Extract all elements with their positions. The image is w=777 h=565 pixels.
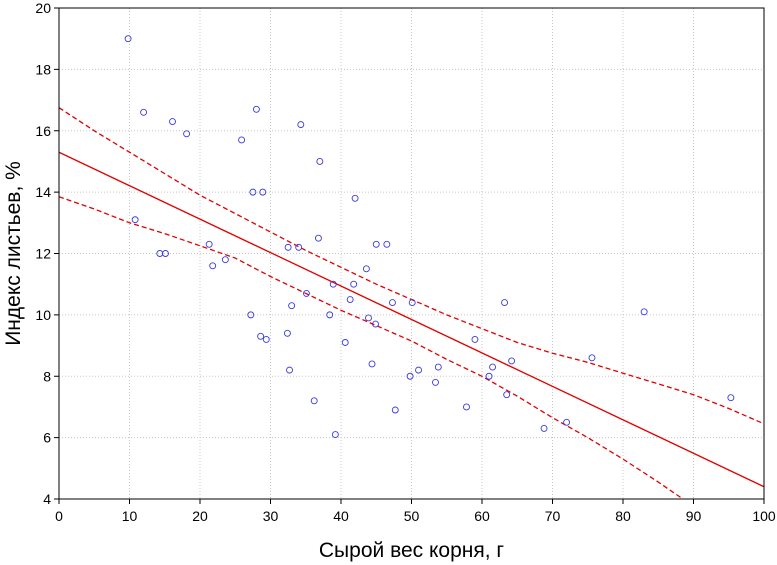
data-point <box>389 299 396 307</box>
x-tick-label: 30 <box>263 508 279 524</box>
x-tick-label: 10 <box>122 508 138 524</box>
data-point <box>331 431 339 439</box>
data-point <box>588 354 596 362</box>
data-point <box>640 308 648 316</box>
x-tick-label: 90 <box>686 508 702 524</box>
data-points <box>124 35 735 439</box>
data-point <box>471 335 479 343</box>
x-tick-label: 40 <box>333 508 349 524</box>
data-point <box>295 243 303 251</box>
data-point <box>503 391 511 399</box>
grid-lines <box>59 8 764 499</box>
data-point <box>727 394 735 402</box>
data-point <box>372 320 379 328</box>
regression-line <box>59 151 764 488</box>
data-point <box>563 418 571 426</box>
x-tick-label: 100 <box>752 508 776 524</box>
data-point <box>257 332 265 340</box>
data-point <box>252 105 260 113</box>
data-point <box>131 216 139 224</box>
data-point <box>463 403 470 411</box>
axis-ticks: 0 10 20 30 40 50 60 70 80 90 100 4 6 8 10 12 14 16 18 20 <box>35 0 775 524</box>
x-tick-label: 50 <box>404 508 420 524</box>
y-tick-label: 20 <box>35 0 51 16</box>
data-point <box>383 240 391 248</box>
data-point <box>489 363 497 371</box>
x-tick-label: 20 <box>192 508 208 524</box>
data-point <box>432 378 439 386</box>
data-point <box>286 366 293 374</box>
data-point <box>346 296 354 303</box>
data-point <box>350 280 358 288</box>
data-point <box>406 372 414 380</box>
y-tick-label: 12 <box>35 246 51 262</box>
data-point <box>288 302 296 310</box>
data-point <box>434 363 442 371</box>
data-point <box>183 130 191 138</box>
data-point <box>262 335 270 343</box>
data-point <box>314 234 322 242</box>
data-point <box>508 357 516 365</box>
data-point <box>485 372 493 380</box>
x-tick-label: 0 <box>55 508 63 524</box>
data-point <box>408 299 416 307</box>
y-tick-label: 16 <box>35 123 51 139</box>
x-axis-title: Сырой вес корня, г <box>319 539 505 562</box>
data-point <box>316 157 324 165</box>
data-point <box>209 262 217 270</box>
data-point <box>362 265 370 273</box>
y-tick-label: 18 <box>35 61 51 77</box>
data-point <box>205 240 213 248</box>
x-tick-label: 80 <box>615 508 631 524</box>
data-point <box>303 289 310 297</box>
data-point <box>140 108 148 116</box>
data-point <box>391 406 399 414</box>
x-tick-label: 60 <box>474 508 490 524</box>
data-point <box>283 329 291 337</box>
data-point <box>249 188 257 196</box>
data-point <box>326 311 334 319</box>
data-point <box>415 366 422 374</box>
data-point <box>297 121 305 129</box>
data-point <box>247 311 255 319</box>
y-tick-label: 4 <box>43 491 51 507</box>
x-tick-label: 70 <box>545 508 561 524</box>
y-tick-label: 6 <box>43 430 51 446</box>
data-point <box>310 397 318 405</box>
y-axis-title: Индекс листьев, % <box>2 161 25 346</box>
data-point <box>329 280 337 288</box>
data-point <box>540 424 548 432</box>
data-point <box>341 339 349 346</box>
data-point <box>368 360 376 368</box>
data-point <box>221 256 229 264</box>
y-tick-label: 14 <box>35 184 51 200</box>
data-point <box>501 299 509 307</box>
y-tick-label: 10 <box>35 307 51 323</box>
data-point <box>238 136 246 144</box>
data-point <box>259 188 267 196</box>
regression-fit-line <box>59 151 764 488</box>
y-tick-label: 8 <box>43 368 51 384</box>
data-point <box>169 118 176 125</box>
data-point <box>365 314 372 322</box>
data-point <box>351 194 359 202</box>
data-point <box>124 35 132 43</box>
data-point <box>372 240 380 248</box>
data-point <box>162 250 169 257</box>
data-point <box>284 243 292 251</box>
confidence-band-lower <box>59 196 684 499</box>
